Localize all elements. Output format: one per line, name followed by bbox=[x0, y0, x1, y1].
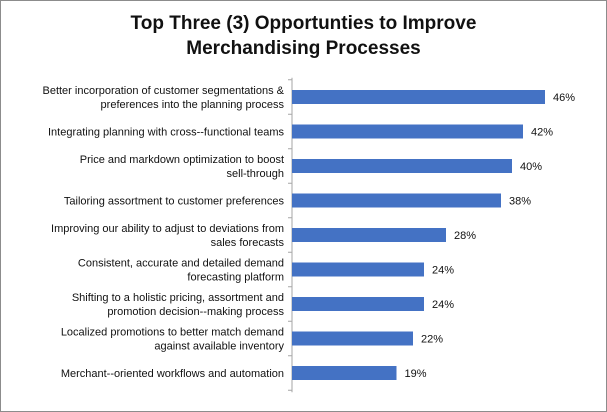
bar bbox=[292, 262, 424, 277]
bar bbox=[292, 331, 413, 346]
bar bbox=[292, 366, 397, 380]
bar bbox=[292, 228, 446, 242]
data-label: 19% bbox=[405, 368, 427, 380]
category-label: Consistent, accurate and detailed demand bbox=[78, 258, 284, 270]
bar bbox=[292, 297, 424, 311]
data-label: 40% bbox=[520, 161, 542, 173]
data-label: 28% bbox=[454, 230, 476, 242]
category-label: Price and markdown optimization to boost bbox=[80, 154, 284, 166]
category-label: Tailoring assortment to customer prefere… bbox=[64, 196, 285, 208]
category-label: Improving our ability to adjust to devia… bbox=[51, 223, 284, 235]
chart-title: Top Three (3) Opportunties to Improve Me… bbox=[1, 11, 606, 61]
category-label: Shifting to a holistic pricing, assortme… bbox=[72, 292, 284, 304]
category-label: Integrating planning with cross--functio… bbox=[48, 127, 285, 139]
category-label: Better incorporation of customer segment… bbox=[42, 85, 284, 97]
chart-title-line-1: Top Three (3) Opportunties to Improve bbox=[130, 13, 477, 34]
bar bbox=[292, 90, 545, 104]
category-label: sales forecasts bbox=[211, 237, 285, 249]
category-label: promotion decision--making process bbox=[107, 306, 284, 318]
category-label: sell-through bbox=[227, 168, 284, 180]
category-label: against available inventory bbox=[154, 341, 284, 353]
category-label: forecasting platform bbox=[187, 272, 284, 284]
bar bbox=[292, 124, 523, 139]
category-label: preferences into the planning process bbox=[101, 99, 285, 111]
data-label: 38% bbox=[509, 196, 531, 208]
chart-title-line-2: Merchandising Processes bbox=[186, 38, 421, 59]
data-label: 22% bbox=[421, 334, 443, 346]
data-label: 24% bbox=[432, 299, 454, 311]
category-label: Localized promotions to better match dem… bbox=[61, 327, 284, 339]
bar bbox=[292, 193, 501, 208]
data-label: 42% bbox=[531, 127, 553, 139]
bar bbox=[292, 159, 512, 173]
category-label: Merchant--oriented workflows and automat… bbox=[61, 368, 284, 380]
data-label: 46% bbox=[553, 92, 575, 104]
data-label: 24% bbox=[432, 265, 454, 277]
